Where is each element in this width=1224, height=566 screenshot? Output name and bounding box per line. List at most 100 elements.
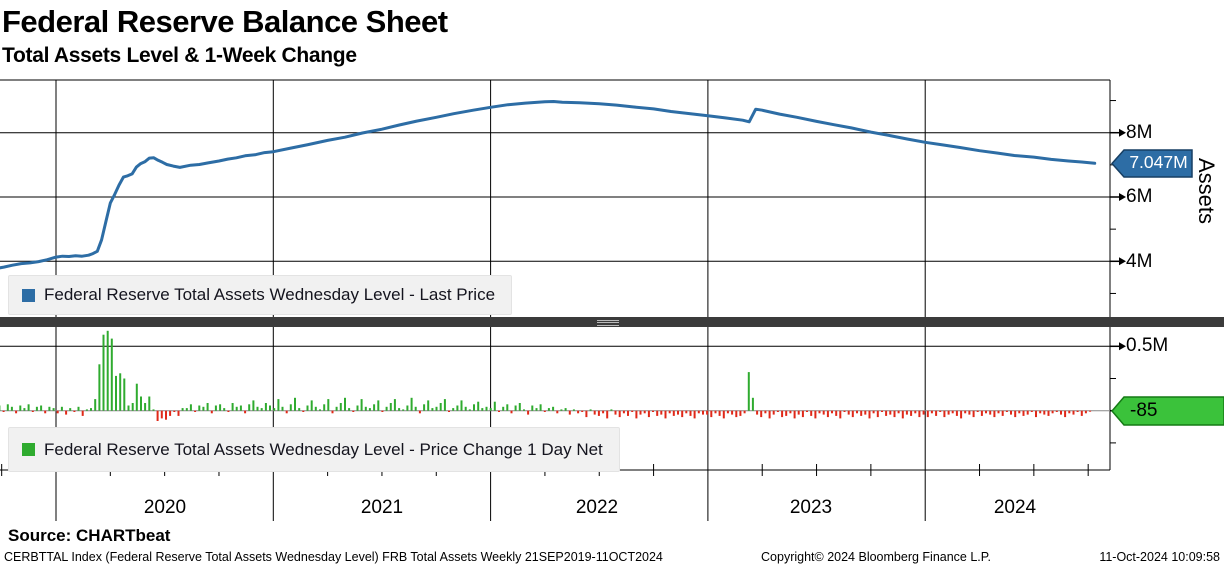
change-bar (801, 410, 804, 418)
change-bar (165, 410, 167, 420)
change-bar (10, 406, 13, 411)
change-bar (893, 410, 896, 418)
change-bar (44, 410, 47, 414)
change-bar (885, 410, 888, 416)
change-bar (364, 406, 367, 411)
change-bar (943, 410, 946, 418)
change-bar (647, 410, 650, 418)
change-bar (214, 405, 217, 411)
change-bar (468, 409, 471, 411)
change-bar (689, 410, 692, 416)
change-bar (377, 400, 380, 411)
change-bar (281, 406, 284, 411)
change-bar (106, 330, 109, 411)
change-bar (951, 410, 954, 414)
change-bar (822, 410, 825, 415)
change-bar (606, 410, 609, 419)
change-bar (319, 409, 321, 411)
change-bar (115, 375, 117, 411)
change-bar (323, 404, 326, 411)
change-bar (543, 410, 546, 412)
change-bar (498, 410, 500, 412)
change-bar (726, 410, 729, 414)
change-bar (810, 410, 813, 416)
change-bar (406, 405, 409, 411)
change-bar (94, 399, 97, 411)
change-bar (1051, 410, 1054, 414)
change-bar (277, 399, 280, 411)
change-bar (402, 409, 405, 411)
change-bar (1026, 410, 1029, 415)
change-bar (706, 410, 709, 415)
change-bar (1039, 410, 1042, 414)
change-bar (485, 406, 488, 411)
change-bar (597, 410, 600, 416)
change-bar (348, 408, 351, 411)
change-bar (244, 410, 247, 414)
change-bar (964, 410, 967, 414)
change-bar (768, 410, 771, 419)
change-bar (60, 406, 63, 411)
change-bar (955, 410, 958, 416)
change-bar (1084, 410, 1087, 414)
change-bar (119, 373, 122, 411)
change-bar (506, 404, 509, 411)
change-bar (660, 410, 663, 415)
change-bar (1035, 410, 1037, 418)
last-change-tag: -85 (1130, 400, 1158, 421)
change-bar (160, 410, 163, 419)
change-bar (52, 408, 55, 411)
change-bar (889, 410, 892, 415)
legend-swatch-green-icon (22, 443, 35, 456)
xtick-2022: 2022 (575, 497, 619, 518)
change-bar (135, 383, 138, 411)
legend-last-price[interactable]: Federal Reserve Total Assets Wednesday L… (8, 275, 513, 315)
change-bar (926, 410, 929, 418)
change-bar (285, 410, 288, 414)
change-bar (368, 408, 371, 411)
change-bar (672, 410, 675, 416)
change-bar (839, 410, 842, 419)
change-bar (289, 404, 292, 411)
change-bar (589, 409, 592, 411)
legend-price-change[interactable]: Federal Reserve Total Assets Wednesday L… (8, 427, 620, 472)
change-bar (219, 404, 222, 411)
change-bar (539, 404, 542, 411)
change-bar (930, 410, 933, 414)
change-bar (373, 404, 376, 411)
change-bar (643, 410, 646, 414)
change-bar (48, 406, 51, 411)
change-bar (685, 410, 688, 414)
change-bar (435, 406, 438, 411)
change-bar (140, 396, 142, 411)
assets-ytick-8m: 8M (1126, 122, 1153, 143)
change-bar (235, 406, 238, 411)
change-bar (697, 410, 700, 414)
change-bar (123, 378, 126, 411)
change-bar (131, 403, 134, 411)
change-bar (731, 410, 734, 415)
assets-ytick-6m: 6M (1126, 186, 1153, 207)
change-bar (1055, 410, 1058, 412)
change-bar (960, 410, 963, 419)
change-bar (847, 410, 850, 415)
change-bar (881, 410, 883, 412)
change-bar (77, 406, 80, 411)
change-bar (339, 403, 342, 411)
change-bar (19, 405, 22, 411)
footer-copyright: Copyright© 2024 Bloomberg Finance L.P. (761, 550, 991, 564)
change-bar (360, 399, 363, 411)
change-bar (264, 403, 267, 411)
change-bar (568, 410, 571, 415)
change-bar (581, 410, 584, 412)
change-bar (381, 410, 384, 412)
change-bar (90, 408, 92, 411)
splitter-grip-icon[interactable] (597, 320, 619, 326)
change-bar (269, 405, 271, 411)
change-bar (1089, 410, 1092, 412)
change-bar (248, 404, 251, 411)
change-bar (760, 410, 763, 418)
change-bar (98, 364, 101, 411)
change-bar (194, 410, 197, 412)
change-bar (743, 410, 746, 414)
